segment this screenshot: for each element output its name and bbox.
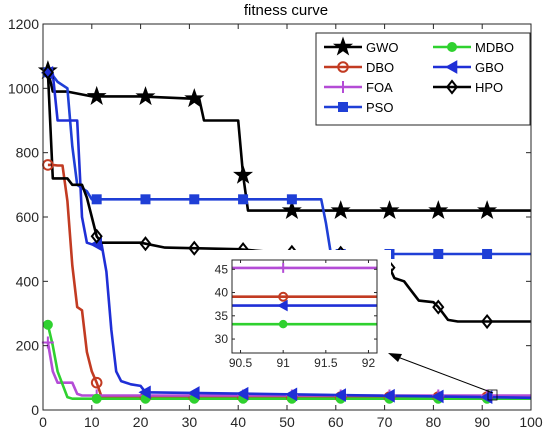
series-marker-hpo bbox=[188, 240, 201, 256]
series-marker-gbo bbox=[431, 389, 444, 404]
inset-pointer-arrowhead bbox=[388, 353, 402, 362]
series-marker-gbo bbox=[236, 386, 249, 401]
zoom-inset: 90.5 91 91.5 92 30 35 40 45 bbox=[200, 250, 391, 377]
inset-y-tick-label: 45 bbox=[215, 262, 229, 276]
inset-marker-foa bbox=[278, 262, 289, 273]
series-marker-gwo bbox=[428, 200, 449, 220]
inset-frame bbox=[231, 259, 378, 354]
x-tick-label: 60 bbox=[328, 414, 344, 430]
x-tick-label: 0 bbox=[39, 414, 47, 430]
inset-marker-dbo bbox=[278, 291, 289, 302]
series-marker-pso bbox=[189, 194, 200, 205]
series-marker-gbo bbox=[382, 388, 395, 403]
y-tick-label: 600 bbox=[16, 209, 40, 225]
legend-label-pso: PSO bbox=[366, 100, 393, 115]
axis-ticks: 0 10 20 30 40 50 60 70 80 90 100020040060080010001… bbox=[8, 16, 543, 430]
legend-marker-foa bbox=[337, 81, 349, 93]
series-marker-pso bbox=[140, 194, 151, 205]
series-line-foa bbox=[46, 342, 531, 397]
zoom-region-box bbox=[487, 389, 498, 401]
series-marker-gwo bbox=[86, 85, 107, 105]
legend-marker-pso bbox=[338, 102, 348, 112]
series-marker-pso bbox=[433, 248, 444, 259]
x-tick-label: 20 bbox=[133, 414, 149, 430]
series-marker-pso bbox=[91, 194, 102, 205]
y-tick-label: 800 bbox=[16, 145, 40, 161]
series-marker-hpo bbox=[139, 236, 152, 252]
series-marker-foa bbox=[41, 336, 54, 349]
x-tick-label: 100 bbox=[519, 414, 543, 430]
series-marker-mdbo bbox=[91, 393, 102, 404]
x-tick-label: 90 bbox=[474, 414, 490, 430]
legend-label-gwo: GWO bbox=[366, 40, 399, 55]
y-tick-label: 200 bbox=[16, 338, 40, 354]
series-marker-gwo bbox=[379, 200, 400, 220]
series-marker-gbo bbox=[284, 387, 298, 402]
y-tick-label: 1000 bbox=[8, 80, 39, 96]
legend-label-hpo: HPO bbox=[475, 80, 503, 95]
legend-label-gbo: GBO bbox=[475, 60, 504, 75]
inset-x-tick-label: 91 bbox=[276, 356, 290, 370]
series-marker-gwo bbox=[233, 164, 254, 184]
y-tick-label: 1200 bbox=[8, 16, 39, 32]
inset-pointer-arrow bbox=[394, 355, 494, 394]
series-marker-hpo bbox=[41, 64, 54, 80]
legend-box bbox=[315, 32, 531, 126]
series-marker-gwo bbox=[184, 88, 205, 108]
x-tick-label: 40 bbox=[230, 414, 246, 430]
series-marker-pso bbox=[238, 194, 249, 205]
series-marker-dbo bbox=[90, 376, 103, 389]
inset-y-tick-label: 35 bbox=[215, 309, 229, 323]
series-marker-gwo bbox=[330, 200, 351, 220]
series-marker-pso bbox=[482, 248, 493, 259]
series-marker-hpo bbox=[90, 228, 103, 244]
inset-x-tick-label: 91.5 bbox=[314, 356, 338, 370]
x-tick-label: 10 bbox=[84, 414, 100, 430]
series-marker-mdbo bbox=[42, 319, 53, 330]
legend-label-dbo: DBO bbox=[366, 60, 394, 75]
x-tick-label: 50 bbox=[279, 414, 295, 430]
legend: GWO DBO FOA PSO MDBO GBO HPO bbox=[315, 32, 531, 126]
inset-y-tick-label: 40 bbox=[215, 286, 229, 300]
series-marker-gwo bbox=[281, 200, 302, 220]
series-line-gbo bbox=[47, 71, 531, 400]
legend-marker-hpo bbox=[445, 79, 459, 95]
series-marker-hpo bbox=[432, 299, 445, 315]
inset-marker-gbo bbox=[277, 299, 288, 312]
series-marker-gwo bbox=[135, 86, 156, 106]
inset-x-tick-label: 90.5 bbox=[229, 356, 253, 370]
legend-marker-gwo bbox=[332, 36, 354, 56]
series-marker-gbo bbox=[333, 388, 346, 402]
series-line-dbo bbox=[47, 163, 531, 399]
x-tick-label: 70 bbox=[377, 414, 393, 430]
chart-title: fitness curve bbox=[244, 2, 328, 19]
y-tick-label: 400 bbox=[16, 273, 40, 289]
series-marker-gbo bbox=[187, 386, 200, 400]
legend-marker-dbo bbox=[337, 61, 349, 73]
legend-marker-mdbo bbox=[447, 42, 457, 52]
legend-marker-gbo bbox=[444, 60, 458, 74]
series-marker-pso bbox=[286, 194, 297, 205]
series-marker-gwo bbox=[477, 200, 498, 220]
inset-x-tick-label: 92 bbox=[362, 356, 376, 370]
series-marker-hpo bbox=[480, 313, 494, 330]
y-tick-label: 0 bbox=[31, 402, 39, 418]
inset-y-tick-label: 30 bbox=[215, 332, 229, 346]
series-line-mdbo bbox=[46, 324, 531, 400]
inset-marker-mdbo bbox=[278, 319, 288, 329]
x-tick-label: 80 bbox=[426, 414, 442, 430]
series-marker-gbo bbox=[138, 385, 151, 400]
legend-label-mdbo: MDBO bbox=[475, 40, 514, 55]
legend-label-foa: FOA bbox=[366, 80, 393, 95]
x-tick-label: 30 bbox=[182, 414, 198, 430]
